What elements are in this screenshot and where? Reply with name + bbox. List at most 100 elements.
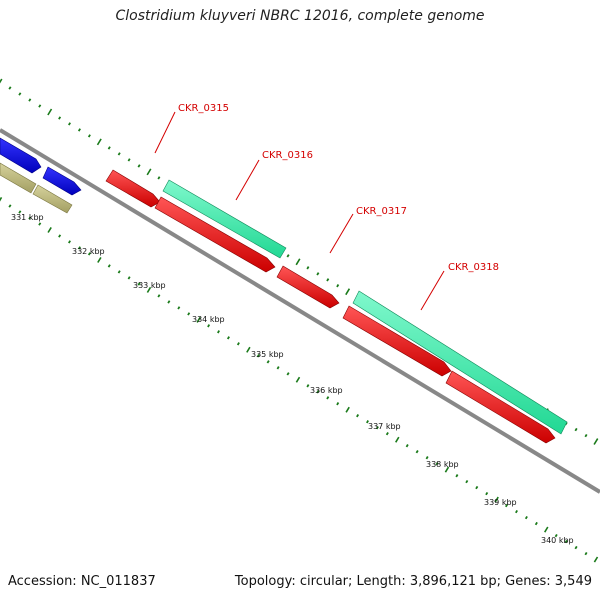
tick-row-inner: [0, 197, 599, 563]
olive-gene-arrow[interactable]: [32, 184, 73, 214]
minor-tick: [584, 551, 588, 556]
major-tick: [544, 526, 549, 533]
minor-tick: [266, 360, 270, 364]
minor-tick: [137, 164, 141, 168]
minor-tick: [326, 278, 330, 282]
gene-arrow-forward[interactable]: [162, 179, 287, 259]
major-tick: [345, 406, 350, 413]
minor-tick: [157, 176, 161, 180]
olive-gene-arrow[interactable]: [0, 162, 37, 194]
minor-tick: [485, 491, 489, 496]
major-tick: [593, 438, 599, 445]
blue-gene-arrow[interactable]: [42, 166, 82, 196]
kbp-label: 331 kbp: [11, 213, 44, 222]
minor-tick: [584, 433, 588, 438]
gene-labels: CKR_0315 CKR_0316 CKR_0317 CKR_0318: [154, 103, 499, 311]
minor-tick: [534, 521, 538, 526]
kbp-scale: 331 kbp 332 kbp 333 kbp 334 kbp 335 kbp …: [11, 213, 574, 545]
kbp-label: 332 kbp: [72, 247, 105, 256]
minor-tick: [127, 158, 131, 162]
label-leader-line: [235, 159, 260, 201]
major-tick: [295, 258, 301, 266]
minor-tick: [217, 330, 220, 334]
gene-track-olive: [0, 162, 73, 214]
minor-tick: [38, 104, 42, 108]
minor-tick: [256, 354, 260, 358]
minor-tick: [356, 414, 360, 418]
genome-backbone: [0, 128, 600, 494]
gene-track-forward: [162, 179, 568, 435]
minor-tick: [425, 456, 429, 460]
minor-tick: [77, 246, 81, 250]
minor-tick: [117, 152, 121, 156]
minor-tick: [207, 324, 211, 328]
label-leader-line: [329, 213, 354, 254]
kbp-label: 337 kbp: [368, 422, 401, 431]
minor-tick: [505, 503, 509, 508]
gene-arrow-reverse[interactable]: [342, 305, 452, 377]
major-tick: [295, 376, 301, 383]
major-tick: [146, 168, 152, 176]
major-tick: [593, 556, 599, 563]
genome-title: Clostridium kluyveri NBRC 12016, complet…: [115, 8, 485, 24]
minor-tick: [475, 485, 479, 490]
label-leader-line: [420, 270, 445, 311]
kbp-label: 336 kbp: [310, 386, 343, 395]
major-tick: [246, 346, 251, 353]
gene-label-ckr-0316[interactable]: CKR_0316: [262, 150, 313, 161]
minor-tick: [336, 402, 340, 406]
major-tick: [345, 288, 351, 296]
kbp-label: 335 kbp: [251, 350, 284, 359]
gene-track-blue: [0, 137, 82, 196]
major-tick: [97, 256, 102, 263]
minor-tick: [18, 210, 22, 214]
gene-track-reverse: [105, 169, 556, 444]
minor-tick: [306, 384, 310, 388]
major-tick: [395, 436, 400, 443]
major-tick: [0, 78, 3, 84]
blue-gene-arrow[interactable]: [0, 137, 42, 174]
kbp-label: 334 kbp: [192, 315, 225, 324]
minor-tick: [68, 240, 71, 244]
minor-tick: [226, 336, 230, 340]
minor-tick: [405, 444, 409, 448]
minor-tick: [107, 146, 111, 150]
minor-tick: [107, 264, 111, 268]
minor-tick: [385, 432, 389, 436]
minor-tick: [58, 234, 62, 238]
gene-label-ckr-0318[interactable]: CKR_0318: [448, 262, 499, 273]
minor-tick: [8, 204, 12, 208]
minor-tick: [574, 427, 578, 432]
major-tick: [96, 138, 102, 146]
minor-tick: [38, 222, 42, 226]
minor-tick: [28, 216, 32, 220]
label-leader-line: [154, 111, 176, 154]
gene-arrow-reverse[interactable]: [105, 169, 161, 208]
gene-label-ckr-0317[interactable]: CKR_0317: [356, 206, 407, 217]
minor-tick: [435, 462, 439, 466]
minor-tick: [276, 366, 280, 370]
minor-tick: [366, 420, 369, 424]
minor-tick: [316, 272, 320, 276]
minor-tick: [336, 284, 340, 288]
minor-tick: [455, 474, 459, 478]
minor-tick: [515, 509, 518, 514]
topology-text: Topology: circular; Length: 3,896,121 bp…: [234, 574, 592, 589]
minor-tick: [375, 426, 379, 430]
minor-tick: [465, 479, 469, 484]
major-tick: [494, 496, 499, 503]
minor-tick: [415, 450, 419, 454]
minor-tick: [286, 372, 290, 376]
major-tick: [0, 197, 3, 202]
major-tick: [47, 226, 52, 233]
gene-arrow-forward[interactable]: [352, 290, 568, 435]
gene-arrow-reverse[interactable]: [445, 370, 556, 444]
kbp-label: 339 kbp: [484, 498, 517, 507]
gene-arrow-reverse[interactable]: [154, 196, 276, 273]
major-tick: [196, 316, 201, 323]
gene-label-ckr-0315[interactable]: CKR_0315: [178, 103, 229, 114]
minor-tick: [564, 539, 568, 544]
minor-tick: [127, 276, 131, 280]
gene-arrow-reverse[interactable]: [276, 265, 340, 309]
